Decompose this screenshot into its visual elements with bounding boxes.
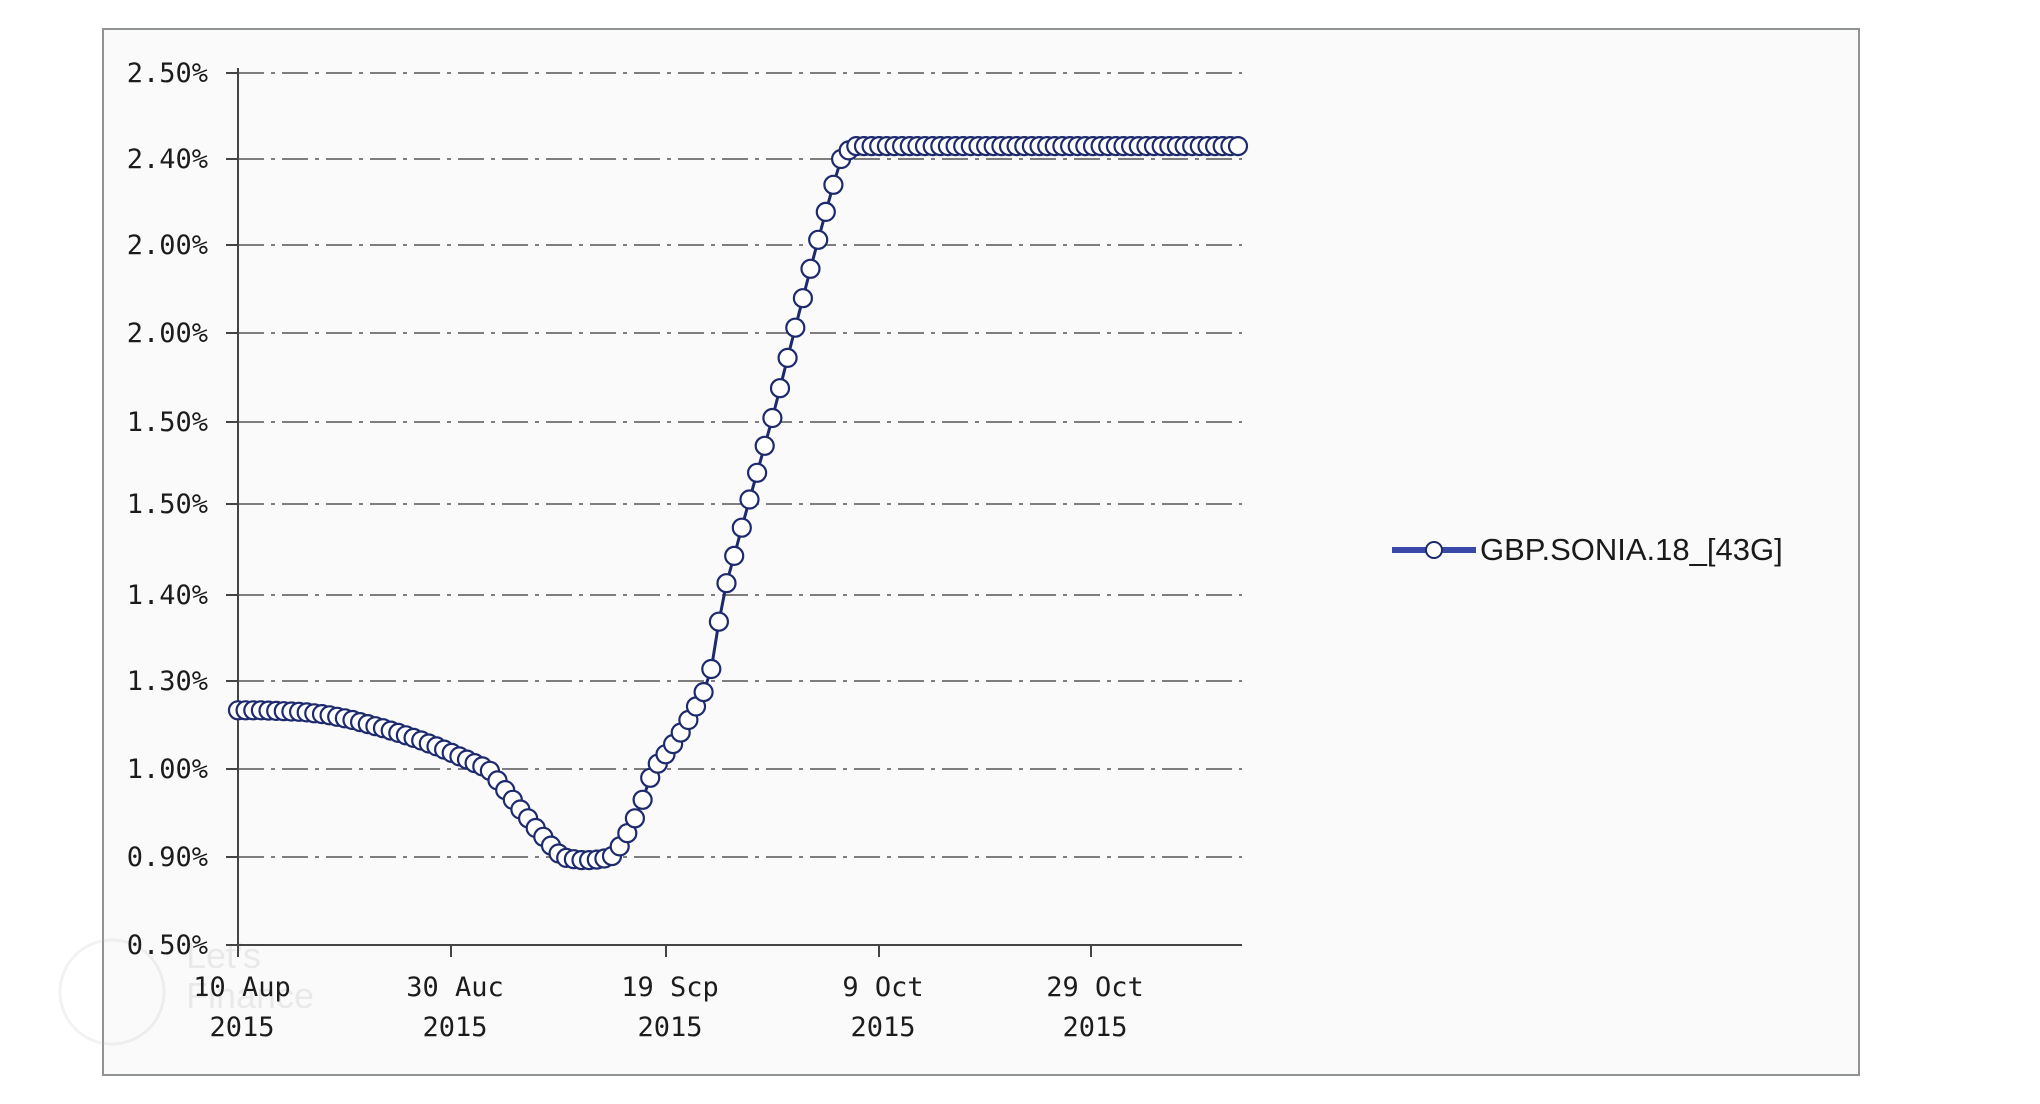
x-tick-label-line1: 10 Aup [193, 972, 291, 1003]
legend: GBP.SONIA.18_[43G] [1392, 530, 1783, 570]
y-tick-label: 2.50% [127, 58, 208, 89]
series-point [754, 435, 775, 456]
x-tick-label-line2: 2015 [1062, 1012, 1127, 1043]
series-point [746, 462, 768, 483]
y-tick-label: 1.00% [127, 754, 208, 785]
series-point [792, 288, 814, 309]
y-tick-label: 1.50% [127, 489, 208, 520]
watermark: Let's Finance [58, 935, 314, 1046]
y-tick-label: 0.50% [127, 930, 208, 961]
series-point [800, 258, 821, 279]
x-tick-label-line1: 19 Scp [621, 972, 719, 1003]
series-point [762, 407, 783, 429]
y-tick-label: 2.40% [127, 144, 208, 175]
series-point [693, 681, 714, 703]
x-tick-label-line1: 9 Oct [842, 972, 923, 1003]
series-point [823, 174, 844, 195]
y-axis-tick-labels: 2.50% 2.40% 2.00% 2.00% 1.50% 1.50% 1.40% 1.30%… [127, 58, 208, 961]
series-point [701, 658, 722, 680]
series-point [769, 378, 791, 399]
legend-marker-icon [1425, 541, 1443, 559]
y-tick-label: 1.30% [127, 666, 208, 697]
legend-swatch [1392, 530, 1476, 570]
x-tick-label-line2: 2015 [850, 1012, 915, 1043]
series-point [632, 789, 653, 810]
y-tick-label: 1.40% [127, 580, 208, 611]
grid-lines [238, 72, 1242, 858]
series-line [238, 144, 1238, 862]
series-point [808, 229, 829, 250]
series-point [624, 808, 646, 829]
x-tick-label-line2: 2015 [637, 1012, 702, 1043]
axes [226, 68, 1242, 957]
x-tick-label-line2: 2015 [422, 1012, 487, 1043]
series-point [731, 517, 752, 538]
x-tick-label-line1: 29 Oct [1046, 972, 1144, 1003]
legend-label: GBP.SONIA.18_[43G] [1480, 532, 1783, 567]
series-point [777, 347, 798, 368]
series-point [708, 611, 730, 632]
series-point [739, 489, 760, 510]
series-point [724, 545, 745, 567]
x-axis-tick-labels: 10 Aup 2015 30 Auc 2015 19 Scp 2015 9 Oct 2015 2… [193, 972, 1144, 1043]
series-point [1227, 136, 1249, 157]
y-tick-label: 2.00% [127, 318, 208, 349]
watermark-line2: Finance [186, 975, 314, 1016]
series-point [716, 573, 737, 594]
series-point [785, 317, 806, 338]
x-tick-label-line1: 30 Auc [406, 972, 504, 1003]
series-group [227, 136, 1249, 871]
series-point [815, 201, 836, 222]
chart-frame [102, 28, 1860, 1076]
y-tick-label: 2.00% [127, 230, 208, 261]
watermark-line1: Let's [186, 935, 261, 976]
y-tick-label: 1.50% [127, 407, 208, 438]
x-tick-label-line2: 2015 [209, 1012, 274, 1043]
y-tick-label: 0.90% [127, 842, 208, 873]
